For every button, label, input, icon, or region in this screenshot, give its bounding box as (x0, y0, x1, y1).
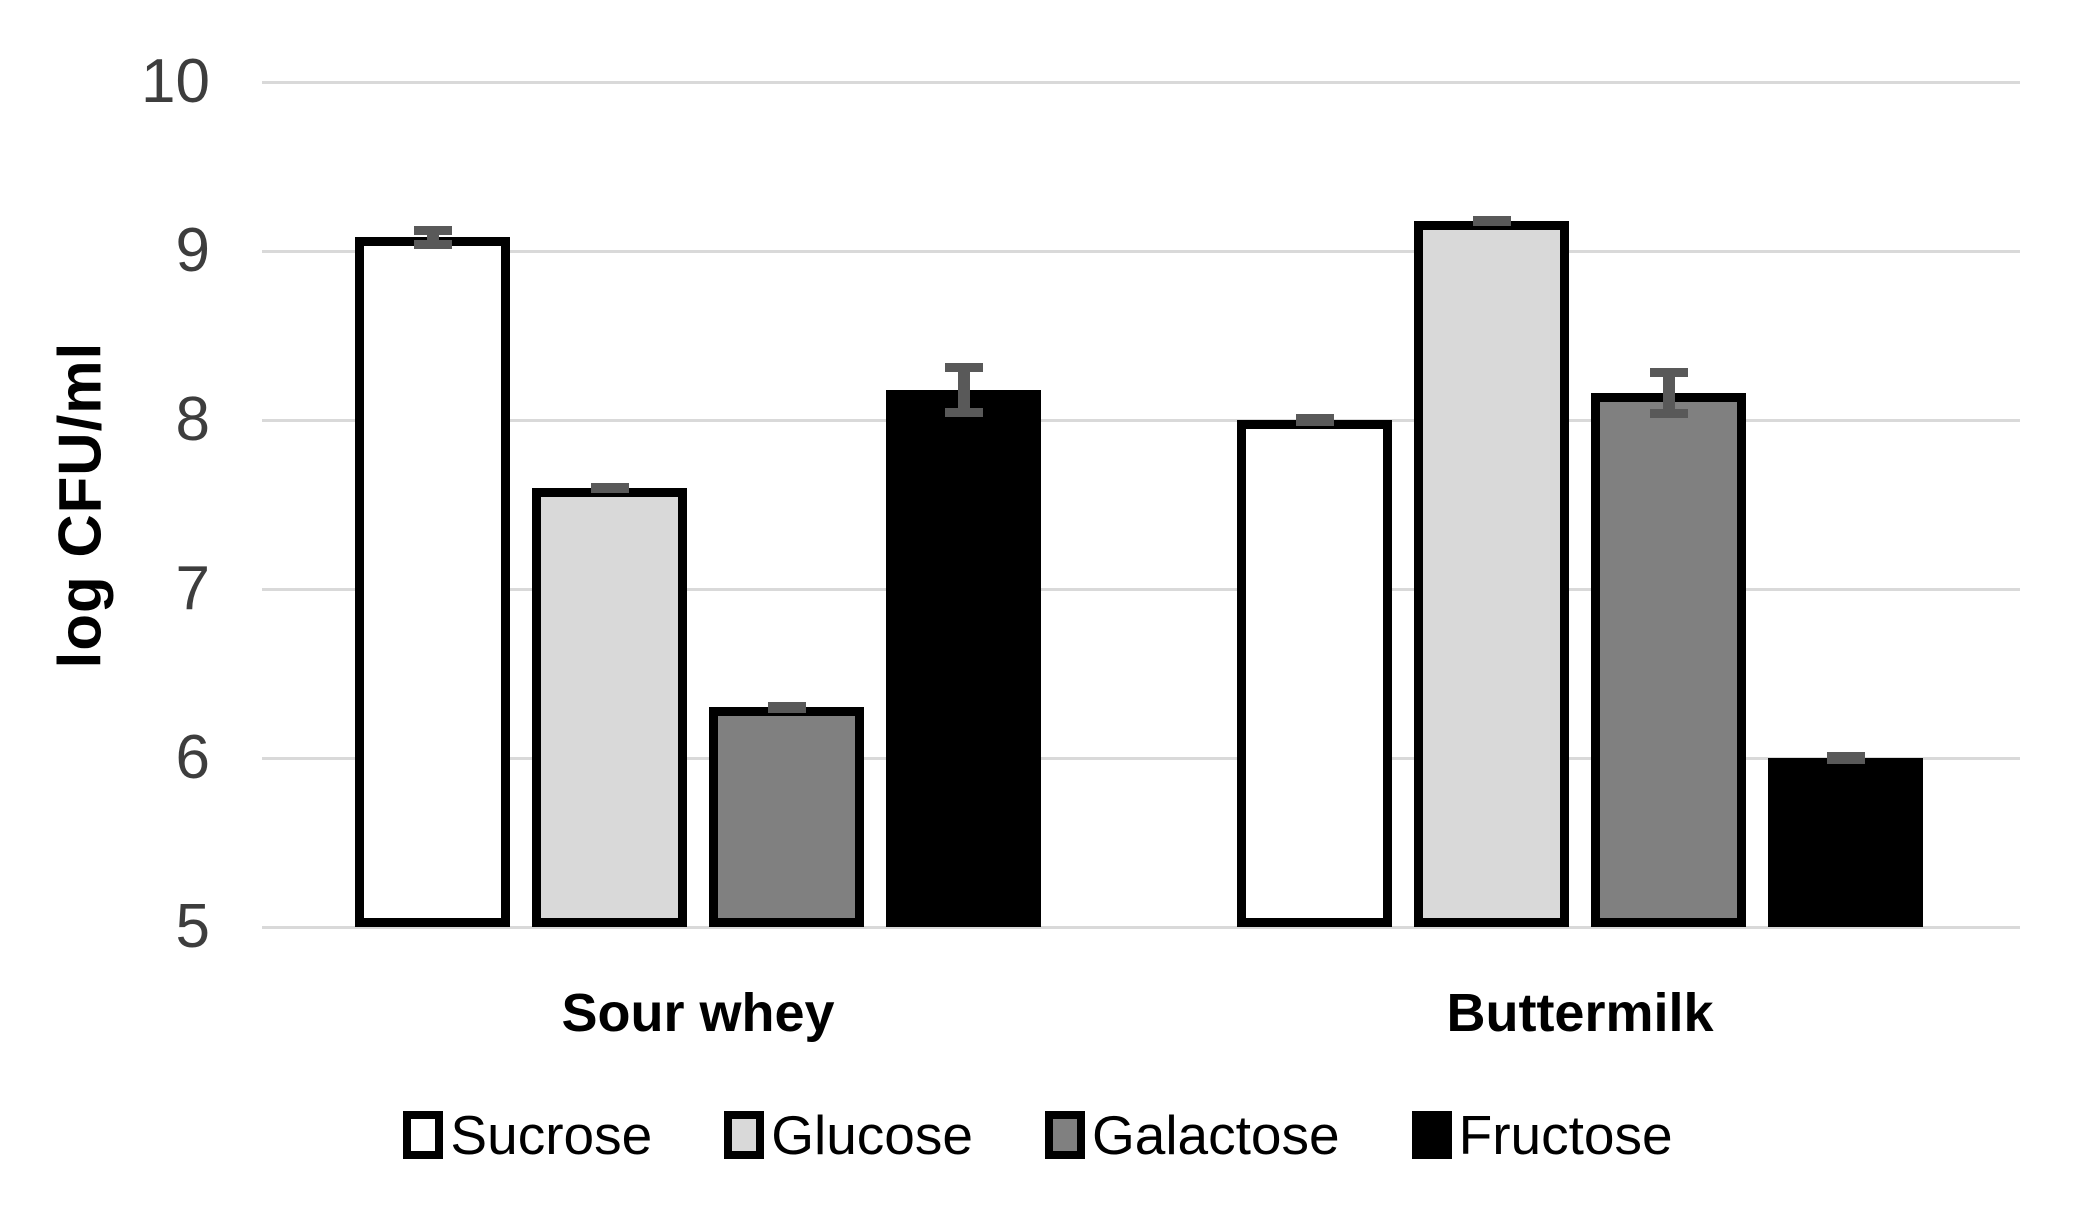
legend-label-sucrose: Sucrose (450, 1104, 653, 1166)
y-tick-label-9: 9 (175, 216, 210, 285)
bar-fructose-buttermilk (1768, 758, 1923, 927)
bar-glucose-sour-whey (532, 487, 687, 927)
gridline-6 (262, 757, 2020, 760)
error-bar-bottom-cap-sucrose-buttermilk (1295, 414, 1334, 424)
legend-label-glucose: Glucose (771, 1104, 973, 1166)
gridline-5 (262, 926, 2020, 929)
legend-swatch-galactose (1044, 1111, 1085, 1159)
error-bar-stem-fructose-sour-whey (957, 362, 970, 417)
legend-item-galactose: Galactose (1044, 1103, 1340, 1167)
legend-swatch-glucose (724, 1111, 765, 1159)
x-axis-label-buttermilk: Buttermilk (1446, 983, 1714, 1043)
bar-fructose-sour-whey (886, 389, 1041, 927)
error-bar-bottom-cap-glucose-buttermilk (1472, 216, 1511, 226)
bar-glucose-buttermilk (1414, 220, 1569, 927)
legend: Sucrose Glucose Galactose Fructose (0, 1103, 2076, 1167)
error-bar-top-cap-sucrose-sour-whey (413, 225, 452, 235)
error-bar-bottom-cap-sucrose-sour-whey (413, 240, 452, 250)
y-tick-label-7: 7 (175, 554, 210, 623)
error-bar-stem-galactose-buttermilk (1662, 367, 1675, 419)
legend-label-galactose: Galactose (1091, 1104, 1340, 1166)
gridline-10 (262, 81, 2020, 84)
legend-swatch-sucrose (403, 1111, 444, 1159)
bar-galactose-buttermilk (1591, 392, 1746, 927)
error-bar-bottom-cap-glucose-sour-whey (590, 483, 629, 493)
gridline-9 (262, 250, 2020, 253)
error-bar-bottom-cap-galactose-buttermilk (1649, 409, 1688, 419)
error-bar-bottom-cap-galactose-sour-whey (767, 701, 806, 711)
error-bar-bottom-cap-fructose-buttermilk (1826, 752, 1865, 762)
plot-area (262, 81, 2020, 929)
y-tick-label-5: 5 (175, 892, 210, 961)
gridline-8 (262, 419, 2020, 422)
bar-sucrose-buttermilk (1237, 420, 1392, 927)
legend-swatch-fructose (1411, 1111, 1452, 1159)
error-bar-top-cap-fructose-sour-whey (944, 362, 983, 372)
legend-item-glucose: Glucose (724, 1103, 973, 1167)
legend-item-fructose: Fructose (1411, 1103, 1673, 1167)
bar-galactose-sour-whey (709, 707, 864, 927)
x-axis-label-sour-whey: Sour whey (561, 983, 835, 1043)
y-tick-label-8: 8 (175, 385, 210, 454)
legend-label-fructose: Fructose (1458, 1104, 1673, 1166)
y-tick-label-10: 10 (141, 47, 210, 116)
gridline-7 (262, 588, 2020, 591)
error-bar-top-cap-galactose-buttermilk (1649, 367, 1688, 377)
y-tick-label-6: 6 (175, 723, 210, 792)
error-bar-bottom-cap-fructose-sour-whey (944, 407, 983, 417)
bar-sucrose-sour-whey (355, 237, 510, 927)
legend-item-sucrose: Sucrose (403, 1103, 652, 1167)
